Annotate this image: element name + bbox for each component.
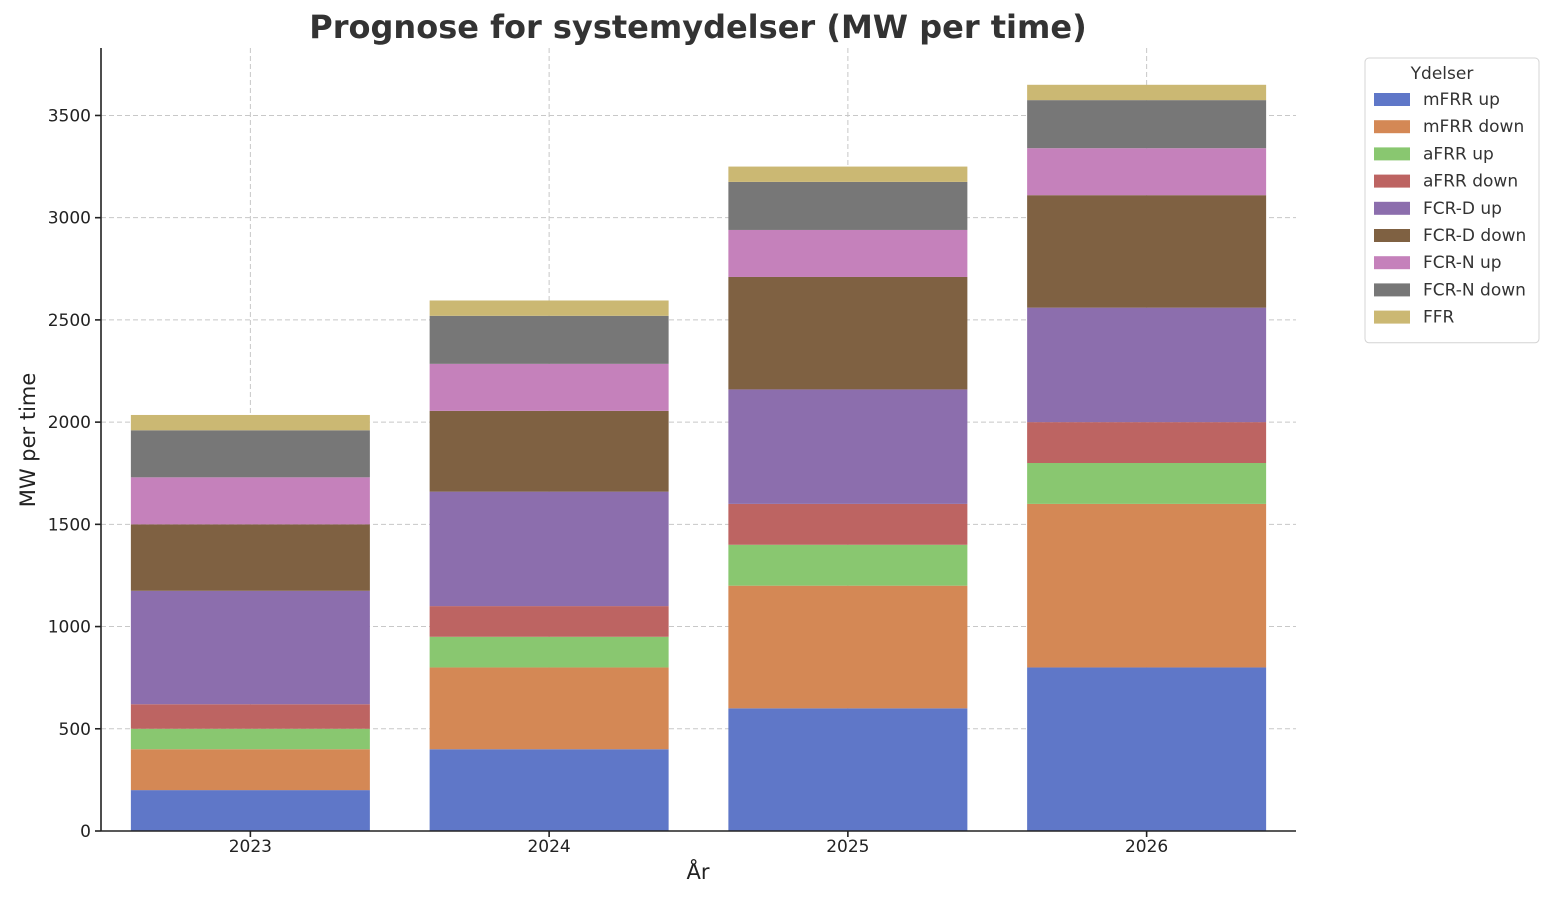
bar-2024-FCR-N-up (429, 363, 669, 411)
legend-label-mFRR-up: mFRR up (1423, 90, 1500, 110)
bar-2024-aFRR-up (429, 636, 669, 668)
legend-swatch-mFRR-down (1374, 120, 1410, 134)
bar-2026-aFRR-up (1027, 463, 1267, 504)
bar-2026-FCR-D-up (1027, 307, 1267, 423)
legend-label-mFRR-down: mFRR down (1423, 117, 1524, 137)
legend: Ydelser mFRR up mFRR down aFRR up aFRR down F… (1364, 57, 1540, 344)
bar-2025-aFRR-up (728, 544, 968, 586)
legend-label-FCR-N-up: FCR-N up (1423, 253, 1502, 273)
y-tick-label-3: 1500 (48, 515, 91, 535)
bar-2024-aFRR-down (429, 606, 669, 637)
bar-2025-FFR (728, 166, 968, 182)
legend-title: Ydelser (1410, 64, 1474, 84)
legend-label-FFR: FFR (1423, 308, 1455, 328)
y-axis-label: MW per time (16, 373, 40, 508)
bar-2026-FFR (1027, 84, 1267, 101)
x-tick-label-2024: 2024 (527, 837, 570, 857)
legend-swatch-FCR-N-up (1374, 256, 1410, 270)
axes: 0 500 1000 1500 2000 2500 3000 3500 2023 2024 2025… (48, 48, 1296, 857)
bar-2024-mFRR-up (429, 749, 669, 831)
y-tick-label-6: 3000 (48, 209, 91, 229)
bar-2023-FFR (130, 414, 370, 431)
bar-2025-FCR-D-up (728, 389, 968, 504)
bar-2024-FCR-D-up (429, 491, 669, 607)
legend-swatch-FCR-N-down (1374, 283, 1410, 297)
bar-2025-mFRR-up (728, 708, 968, 831)
chart-title: Prognose for systemydelser (MW per time) (309, 8, 1086, 46)
legend-label-FCR-N-down: FCR-N down (1423, 280, 1526, 300)
legend-label-FCR-D-up: FCR-D up (1423, 199, 1502, 219)
legend-swatch-aFRR-down (1374, 174, 1410, 188)
bar-2026-FCR-D-down (1027, 195, 1267, 308)
bar-2025-FCR-D-down (728, 276, 968, 390)
bars (130, 84, 1267, 831)
legend-label-aFRR-up: aFRR up (1423, 144, 1494, 164)
legend-swatch-FCR-D-up (1374, 201, 1410, 215)
bar-2024-mFRR-down (429, 667, 669, 750)
x-tick-label-2025: 2025 (826, 837, 869, 857)
y-tick-label-2: 1000 (48, 618, 91, 638)
bar-2026-aFRR-down (1027, 422, 1267, 464)
legend-swatch-aFRR-up (1374, 147, 1410, 161)
bar-2026-mFRR-down (1027, 503, 1267, 668)
y-tick-label-7: 3500 (48, 106, 91, 126)
bar-2023-aFRR-up (130, 728, 370, 750)
bar-2026-FCR-N-up (1027, 148, 1267, 196)
bar-2023-mFRR-up (130, 790, 370, 831)
legend-label-aFRR-down: aFRR down (1423, 172, 1518, 192)
bar-2025-FCR-N-up (728, 229, 968, 277)
x-tick-label-2023: 2023 (229, 837, 272, 857)
bar-2023-FCR-N-up (130, 477, 370, 525)
bar-2025-FCR-N-down (728, 181, 968, 230)
bar-2024-FFR (429, 300, 669, 316)
bar-2023-FCR-D-down (130, 524, 370, 591)
bar-2025-mFRR-down (728, 585, 968, 709)
legend-label-FCR-D-down: FCR-D down (1423, 226, 1526, 246)
y-tick-label-4: 2000 (48, 413, 91, 433)
y-tick-label-1: 500 (59, 720, 91, 740)
y-tick-label-5: 2500 (48, 311, 91, 331)
bar-2023-FCR-N-down (130, 430, 370, 478)
bar-2023-mFRR-down (130, 749, 370, 791)
legend-swatch-mFRR-up (1374, 93, 1410, 106)
bar-2026-mFRR-up (1027, 667, 1267, 831)
y-tick-label-0: 0 (80, 822, 91, 842)
bar-2024-FCR-N-down (429, 315, 669, 364)
bar-2025-aFRR-down (728, 503, 968, 545)
bar-2023-FCR-D-up (130, 590, 370, 705)
bar-2023-aFRR-down (130, 704, 370, 729)
legend-swatch-FCR-D-down (1374, 229, 1410, 242)
bar-2024-FCR-D-down (429, 410, 669, 492)
legend-swatch-FFR (1374, 310, 1410, 324)
bar-2026-FCR-N-down (1027, 100, 1267, 149)
x-tick-label-2026: 2026 (1125, 837, 1168, 857)
x-axis-label: År (687, 858, 710, 884)
